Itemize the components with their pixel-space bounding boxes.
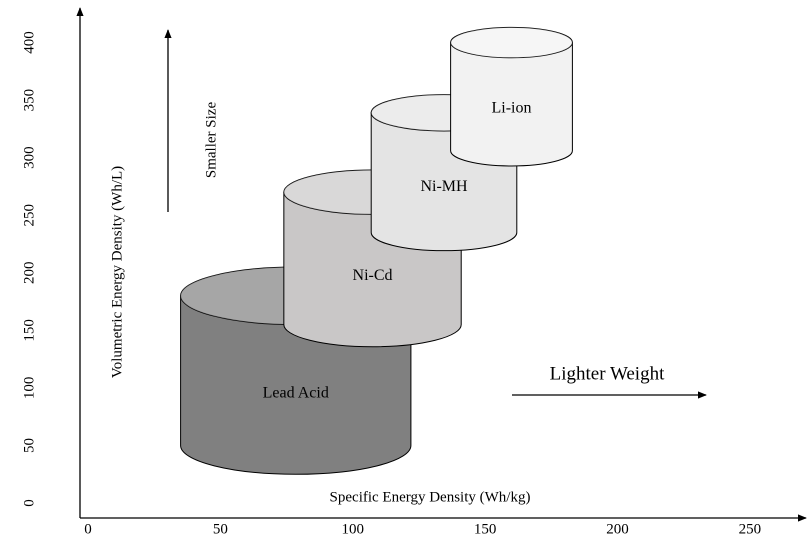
page: {"chart_data": {"type": "range-cylinder"… [0, 0, 808, 537]
plot-area: Lead Acid Ni-Cd Ni-MH Li-ion [181, 27, 573, 474]
y-tick-label: 250 [21, 204, 37, 227]
cylinder-label: Ni-MH [420, 178, 468, 195]
y-tick-label: 350 [21, 89, 37, 112]
x-tick-label: 200 [606, 521, 629, 537]
y-tick-label: 50 [21, 438, 37, 453]
chart: Lead Acid Ni-Cd Ni-MH Li-ion Specific Energ… [0, 0, 808, 537]
cylinder-label: Ni-Cd [353, 267, 393, 284]
x-tick-label: 50 [213, 521, 228, 537]
cylinder-label: Li-ion [492, 99, 532, 116]
x-tick-label: 150 [474, 521, 497, 537]
y-tick-label: 100 [21, 377, 37, 400]
x-tick-label: 250 [739, 521, 762, 537]
x-tick-label: 0 [84, 521, 92, 537]
y-tick-label: 400 [21, 31, 37, 54]
annotation: Lighter Weight [550, 363, 665, 384]
y-tick-label: 0 [21, 499, 37, 507]
y-axis-label: Volumetric Energy Density (Wh/L) [109, 166, 125, 378]
y-tick-label: 150 [21, 319, 37, 342]
x-tick-label: 100 [341, 521, 364, 537]
y-tick-label: 200 [21, 262, 37, 285]
y-tick-label: 300 [21, 146, 37, 169]
cylinder-top-shade [451, 27, 573, 57]
x-axis-label: Specific Energy Density (Wh/kg) [330, 489, 531, 505]
cylinder-label: Lead Acid [263, 384, 329, 401]
annotation: Smaller Size [203, 102, 219, 179]
